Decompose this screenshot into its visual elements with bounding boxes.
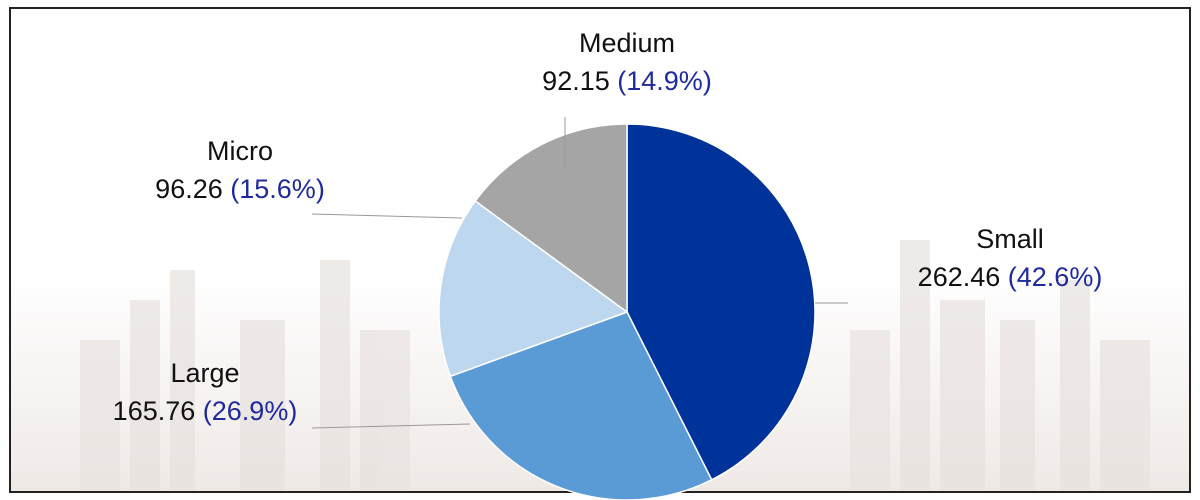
slice-value: 165.76 (113, 396, 196, 426)
slice-value: 92.15 (542, 66, 610, 96)
slice-value-label: 165.76 (26.9%) (113, 396, 298, 426)
slice-share: (14.9%) (617, 66, 712, 96)
slice-value: 96.26 (155, 174, 223, 204)
slice-share: (26.9%) (203, 396, 298, 426)
slice-value-label: 262.46 (42.6%) (918, 262, 1103, 292)
slice-label: Micro (207, 136, 273, 166)
slice-share: (42.6%) (1008, 262, 1103, 292)
slice-value-label: 92.15 (14.9%) (542, 66, 712, 96)
slice-label: Large (170, 358, 239, 388)
slice-label: Small (976, 224, 1044, 254)
slice-value-label: 96.26 (15.6%) (155, 174, 325, 204)
chart: Small 262.46 (42.6%) Large 165.76 (26.9%) Mi… (0, 0, 1200, 500)
slice-share: (15.6%) (230, 174, 325, 204)
slice-value: 262.46 (918, 262, 1001, 292)
slice-label: Medium (579, 28, 675, 58)
